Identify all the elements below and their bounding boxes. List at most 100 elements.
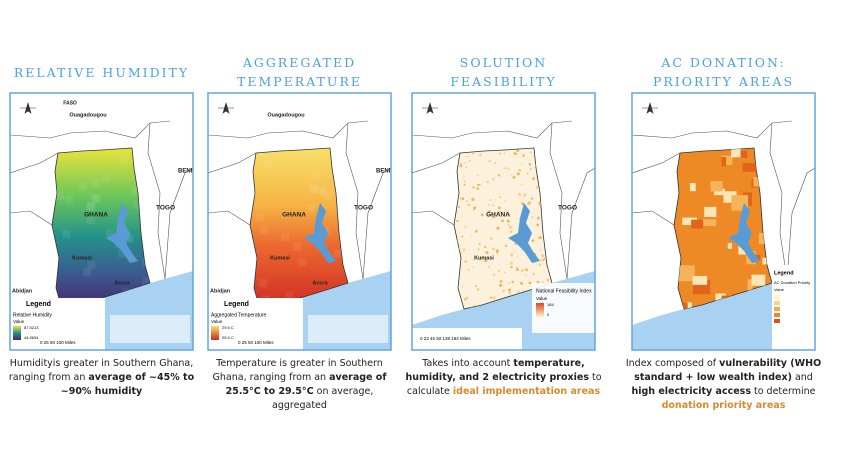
map-frame bbox=[207, 92, 392, 351]
map-frame bbox=[411, 92, 596, 351]
speck bbox=[525, 274, 527, 277]
caption-segment: Humidityis greater in Southern Ghana, ra… bbox=[8, 358, 194, 383]
caption-segment: and bbox=[791, 372, 813, 383]
speck bbox=[516, 268, 519, 271]
legend-sub: Value bbox=[774, 287, 785, 292]
lake-volta bbox=[508, 203, 540, 263]
cell bbox=[131, 186, 140, 195]
speck bbox=[463, 175, 465, 178]
border bbox=[147, 122, 166, 280]
map-label: BENI bbox=[178, 169, 193, 175]
speck bbox=[461, 235, 464, 238]
caption-segment: Takes into account bbox=[422, 358, 514, 369]
border bbox=[632, 152, 681, 174]
border bbox=[208, 152, 257, 174]
speck bbox=[492, 247, 495, 251]
map-label: Accra bbox=[114, 280, 130, 286]
map-body: GHANA TOGO Kumasi National Feasibility Inde… bbox=[412, 93, 595, 350]
cell bbox=[142, 277, 150, 286]
speck bbox=[465, 166, 468, 169]
legend-swatch bbox=[774, 313, 780, 317]
speck bbox=[498, 152, 502, 155]
patch bbox=[704, 206, 717, 218]
cell bbox=[255, 213, 264, 222]
map-label: GHANA bbox=[282, 212, 306, 219]
speck bbox=[459, 164, 463, 168]
caption-segment: ideal implementation areas bbox=[452, 386, 601, 397]
legend-low: 25.5 C bbox=[222, 335, 234, 340]
speck bbox=[499, 163, 501, 166]
speck bbox=[486, 180, 489, 184]
map-panel: FASO Ouagadougou GHANA TOGO BENI Kumasi Accra A… bbox=[9, 92, 194, 351]
speck bbox=[509, 230, 513, 233]
legend-swatch bbox=[774, 319, 780, 323]
map-frame bbox=[631, 92, 816, 351]
speck bbox=[489, 199, 492, 201]
speck bbox=[466, 296, 469, 299]
speck bbox=[516, 255, 518, 257]
cell bbox=[306, 204, 315, 213]
scale-label: 0 25 50 100 Miles bbox=[238, 340, 274, 345]
map-label: BENI bbox=[376, 169, 391, 175]
speck bbox=[473, 208, 475, 211]
patch bbox=[689, 183, 696, 192]
legend-heading: Legend bbox=[224, 301, 249, 308]
panel-title: RELATIVE HUMIDITY bbox=[13, 64, 190, 80]
speck bbox=[497, 174, 501, 177]
speck bbox=[491, 204, 494, 207]
speck bbox=[536, 280, 540, 284]
north-arrow bbox=[642, 101, 658, 114]
speck bbox=[507, 167, 510, 170]
speck bbox=[510, 253, 514, 257]
legend-sub: Value bbox=[211, 319, 223, 324]
speck bbox=[484, 245, 487, 249]
ghana bbox=[673, 147, 773, 310]
panel-caption: Index composed of vulnerability (WHO sta… bbox=[624, 357, 823, 413]
speck bbox=[493, 273, 496, 276]
speck bbox=[488, 199, 490, 201]
legend-high: 29.5 C bbox=[222, 325, 234, 330]
speck bbox=[536, 216, 540, 220]
speck bbox=[496, 251, 499, 254]
speck bbox=[479, 184, 481, 186]
source-box bbox=[110, 315, 190, 343]
speck bbox=[535, 186, 539, 190]
cell bbox=[87, 201, 96, 210]
speck bbox=[530, 197, 534, 200]
speck bbox=[502, 211, 505, 213]
speck bbox=[485, 251, 489, 255]
map-label: Kumasi bbox=[72, 255, 92, 261]
speck bbox=[497, 206, 501, 210]
legend-sub: Value bbox=[536, 296, 548, 301]
speck bbox=[520, 164, 523, 166]
legend-swatch bbox=[774, 307, 780, 311]
caption-segment: to calculate bbox=[406, 372, 602, 397]
patch bbox=[735, 150, 748, 158]
cell bbox=[309, 185, 318, 194]
patch bbox=[747, 279, 753, 292]
north-arrow bbox=[218, 101, 234, 114]
cell bbox=[311, 171, 320, 180]
cell bbox=[86, 215, 95, 224]
map-label: GHANA bbox=[84, 212, 108, 219]
speck bbox=[460, 251, 463, 254]
speck bbox=[465, 200, 468, 203]
caption-segment: to determine bbox=[750, 386, 816, 397]
cell bbox=[119, 156, 128, 165]
border bbox=[786, 167, 815, 280]
cell bbox=[92, 195, 101, 204]
legend-title: Aggregated Temperature bbox=[211, 312, 266, 318]
legend-high: 87.5213 bbox=[24, 325, 39, 330]
legend-swatch bbox=[774, 295, 780, 299]
speck bbox=[472, 258, 475, 261]
cell bbox=[318, 188, 327, 197]
speck bbox=[516, 172, 520, 176]
ocean bbox=[632, 271, 815, 350]
map-label: FASO bbox=[63, 100, 77, 106]
caption-segment: average of ~45% to ~90% humidity bbox=[60, 372, 195, 397]
scale-label: 0 23 46 92 138 184 Miles bbox=[420, 336, 471, 341]
speck bbox=[530, 151, 532, 154]
map-label: TOGO bbox=[156, 205, 175, 212]
legend-low: 0 bbox=[547, 312, 550, 317]
border bbox=[412, 210, 455, 226]
